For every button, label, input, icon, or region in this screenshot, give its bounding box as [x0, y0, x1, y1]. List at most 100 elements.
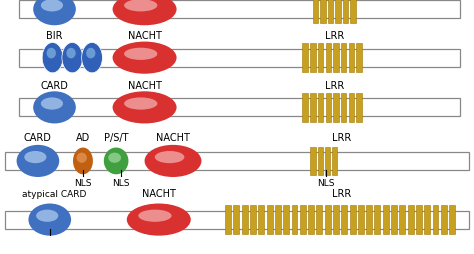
Bar	[356, 94, 362, 122]
Bar	[310, 44, 316, 73]
Text: LRR: LRR	[332, 132, 351, 142]
Bar	[374, 205, 381, 234]
Text: atypical CARD: atypical CARD	[22, 189, 87, 198]
Text: NACHT: NACHT	[156, 132, 190, 142]
Ellipse shape	[124, 49, 157, 61]
Bar	[318, 94, 323, 122]
Bar	[300, 205, 306, 234]
Bar	[266, 205, 273, 234]
Bar	[333, 44, 339, 73]
Bar	[333, 205, 339, 234]
Bar	[275, 205, 281, 234]
Bar	[316, 205, 322, 234]
Ellipse shape	[62, 43, 82, 73]
Ellipse shape	[46, 49, 56, 59]
Bar	[391, 205, 397, 234]
Ellipse shape	[112, 42, 176, 74]
Bar	[19, 1, 460, 19]
Ellipse shape	[66, 49, 76, 59]
Ellipse shape	[28, 204, 71, 236]
Bar	[318, 44, 323, 73]
Bar	[358, 205, 364, 234]
Bar	[318, 147, 323, 176]
Bar	[320, 0, 326, 24]
Text: CARD: CARD	[24, 132, 52, 142]
Bar	[332, 147, 337, 176]
Bar	[283, 205, 289, 234]
Bar	[308, 205, 314, 234]
Ellipse shape	[42, 43, 63, 73]
Bar	[408, 205, 414, 234]
Ellipse shape	[82, 43, 102, 73]
Bar	[326, 94, 331, 122]
Bar	[313, 0, 318, 24]
Bar	[341, 205, 347, 234]
Bar	[343, 0, 348, 24]
Bar	[326, 44, 331, 73]
Bar	[5, 152, 469, 170]
Bar	[302, 44, 308, 73]
Bar	[383, 205, 389, 234]
Ellipse shape	[112, 92, 176, 124]
Ellipse shape	[124, 98, 157, 110]
Bar	[399, 205, 405, 234]
Bar	[292, 205, 298, 234]
Text: NLS: NLS	[74, 178, 91, 187]
Ellipse shape	[127, 204, 191, 236]
Bar	[310, 94, 316, 122]
Bar	[424, 205, 430, 234]
Bar	[250, 205, 256, 234]
Text: NLS: NLS	[318, 178, 335, 187]
Bar	[333, 94, 339, 122]
Text: NLS: NLS	[112, 178, 129, 187]
Bar	[341, 94, 346, 122]
Ellipse shape	[41, 0, 63, 12]
Ellipse shape	[138, 210, 172, 222]
Ellipse shape	[124, 0, 157, 12]
Bar	[348, 44, 354, 73]
Ellipse shape	[104, 148, 128, 175]
Bar	[348, 94, 354, 122]
Text: LRR: LRR	[325, 80, 344, 90]
Bar	[336, 0, 341, 24]
Bar	[356, 44, 362, 73]
Bar	[449, 205, 455, 234]
Ellipse shape	[33, 92, 76, 124]
Text: LRR: LRR	[332, 188, 351, 198]
Bar	[432, 205, 438, 234]
Bar	[441, 205, 447, 234]
Bar	[233, 205, 239, 234]
Text: P/S/T: P/S/T	[104, 132, 128, 142]
Ellipse shape	[24, 151, 46, 164]
Bar	[416, 205, 422, 234]
Ellipse shape	[112, 0, 176, 26]
Bar	[258, 205, 264, 234]
Bar	[349, 205, 356, 234]
Text: LRR: LRR	[325, 31, 344, 41]
Bar	[302, 94, 308, 122]
Bar	[310, 147, 316, 176]
Bar	[225, 205, 231, 234]
Ellipse shape	[73, 148, 93, 175]
Text: NACHT: NACHT	[128, 31, 162, 41]
Ellipse shape	[33, 0, 76, 26]
Bar	[19, 99, 460, 117]
Ellipse shape	[41, 98, 63, 110]
Bar	[325, 147, 330, 176]
Text: NACHT: NACHT	[142, 188, 176, 198]
Bar	[350, 0, 356, 24]
Bar	[328, 0, 333, 24]
Bar	[242, 205, 248, 234]
Bar	[5, 211, 469, 229]
Text: AD: AD	[76, 132, 90, 142]
Ellipse shape	[77, 153, 87, 163]
Bar	[366, 205, 372, 234]
Ellipse shape	[108, 153, 121, 163]
Ellipse shape	[145, 145, 201, 177]
Bar	[19, 50, 460, 67]
Ellipse shape	[36, 210, 58, 222]
Text: CARD: CARD	[41, 80, 68, 90]
Text: BIR: BIR	[46, 31, 63, 41]
Text: NACHT: NACHT	[128, 80, 162, 90]
Bar	[341, 44, 346, 73]
